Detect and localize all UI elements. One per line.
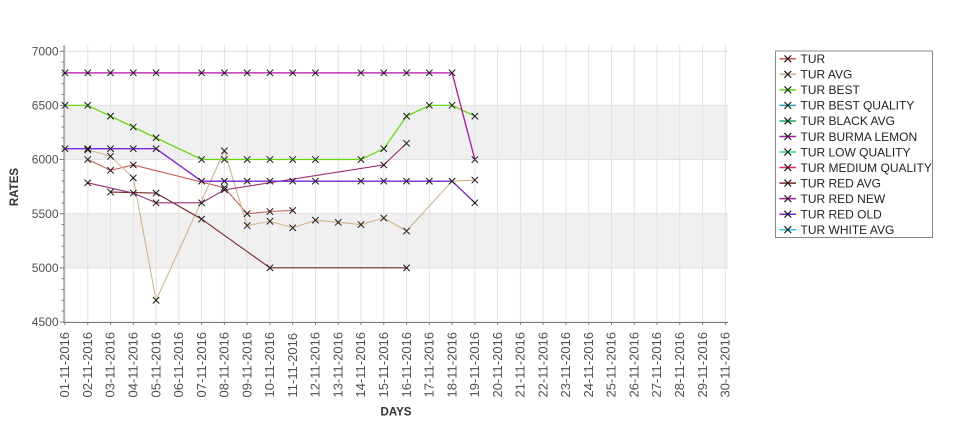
svg-text:01-11-2016: 01-11-2016 (57, 332, 72, 398)
svg-text:13-11-2016: 13-11-2016 (330, 332, 345, 398)
svg-text:05-11-2016: 05-11-2016 (148, 332, 163, 398)
svg-text:19-11-2016: 19-11-2016 (467, 332, 482, 398)
svg-text:10-11-2016: 10-11-2016 (262, 332, 277, 398)
svg-text:16-11-2016: 16-11-2016 (399, 332, 414, 398)
svg-text:RATES: RATES (9, 168, 21, 206)
svg-text:24-11-2016: 24-11-2016 (581, 332, 596, 398)
svg-text:02-11-2016: 02-11-2016 (80, 332, 95, 398)
svg-text:5500: 5500 (32, 207, 59, 221)
svg-text:22-11-2016: 22-11-2016 (535, 332, 550, 398)
svg-text:TUR BURMA LEMON: TUR BURMA LEMON (801, 130, 918, 144)
svg-text:11-11-2016: 11-11-2016 (285, 333, 300, 398)
svg-text:TUR LOW QUALITY: TUR LOW QUALITY (801, 145, 911, 159)
svg-text:17-11-2016: 17-11-2016 (422, 332, 437, 398)
svg-text:TUR: TUR (801, 52, 826, 66)
svg-text:TUR WHITE AVG: TUR WHITE AVG (801, 223, 895, 237)
svg-text:30-11-2016: 30-11-2016 (718, 332, 733, 398)
svg-text:TUR RED OLD: TUR RED OLD (801, 207, 883, 221)
svg-text:06-11-2016: 06-11-2016 (171, 332, 186, 398)
svg-text:6500: 6500 (32, 99, 59, 113)
svg-text:03-11-2016: 03-11-2016 (103, 332, 118, 398)
svg-text:14-11-2016: 14-11-2016 (353, 332, 368, 398)
svg-text:TUR AVG: TUR AVG (801, 68, 853, 82)
svg-text:5000: 5000 (32, 261, 59, 275)
svg-text:18-11-2016: 18-11-2016 (444, 332, 459, 398)
svg-text:TUR BEST: TUR BEST (801, 83, 861, 97)
svg-text:4500: 4500 (32, 315, 59, 329)
svg-text:25-11-2016: 25-11-2016 (604, 332, 619, 398)
svg-text:28-11-2016: 28-11-2016 (672, 332, 687, 398)
svg-text:27-11-2016: 27-11-2016 (649, 332, 664, 398)
svg-text:TUR MEDIUM QUALITY: TUR MEDIUM QUALITY (801, 161, 932, 175)
svg-text:26-11-2016: 26-11-2016 (626, 332, 641, 398)
svg-text:09-11-2016: 09-11-2016 (239, 332, 254, 398)
svg-text:7000: 7000 (32, 44, 59, 58)
svg-text:15-11-2016: 15-11-2016 (376, 332, 391, 398)
svg-text:23-11-2016: 23-11-2016 (558, 332, 573, 398)
svg-text:TUR BEST QUALITY: TUR BEST QUALITY (801, 99, 915, 113)
svg-text:04-11-2016: 04-11-2016 (126, 332, 141, 398)
svg-text:07-11-2016: 07-11-2016 (194, 332, 209, 398)
svg-text:12-11-2016: 12-11-2016 (308, 332, 323, 398)
svg-text:6000: 6000 (32, 153, 59, 167)
svg-text:DAYS: DAYS (381, 406, 412, 418)
svg-text:29-11-2016: 29-11-2016 (695, 332, 710, 398)
svg-text:TUR RED NEW: TUR RED NEW (801, 192, 886, 206)
svg-text:08-11-2016: 08-11-2016 (217, 332, 232, 398)
svg-text:21-11-2016: 21-11-2016 (513, 332, 528, 398)
svg-text:20-11-2016: 20-11-2016 (490, 332, 505, 398)
svg-text:TUR RED AVG: TUR RED AVG (801, 176, 881, 190)
svg-text:TUR BLACK AVG: TUR BLACK AVG (801, 114, 895, 128)
